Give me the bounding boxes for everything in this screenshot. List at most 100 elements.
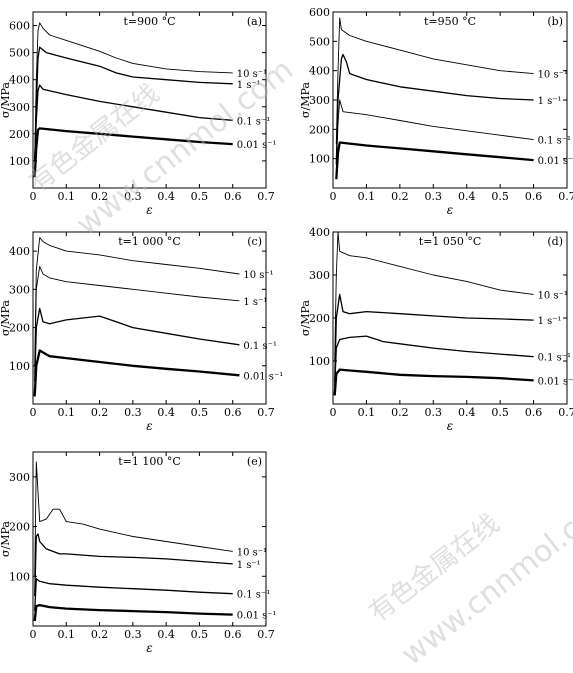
panel-4-y-tick-label: 400 [309, 226, 330, 239]
panel-1-frame [32, 11, 267, 189]
panel-2-y-tick-label: 600 [309, 6, 330, 19]
panel-4-panel-label: (d) [547, 235, 563, 248]
panel-4-series-label-4: 0.01 s⁻¹ [538, 376, 573, 387]
panel-5-y-axis-label: σ/MPa [0, 521, 12, 557]
panel-1-x-tick-label: 0.5 [191, 190, 209, 203]
panel-5-series-label-3: 0.1 s⁻¹ [237, 590, 271, 601]
panel-2-series-line-1 [335, 17, 534, 145]
panel-5-y-tick-label: 300 [9, 471, 30, 484]
panel-2-x-tick-label: 0.6 [525, 190, 543, 203]
panel-2-y-tick-label: 400 [309, 65, 330, 78]
panel-4-series-line-3 [334, 335, 534, 387]
panel-5-x-tick-label: 0.1 [58, 628, 76, 641]
panel-3-series-label-3: 0.1 s⁻¹ [243, 341, 277, 352]
panel-2-x-axis-label: ε [447, 203, 453, 217]
panel-4-x-tick-label: 0.6 [525, 406, 543, 419]
panel-4-x-tick-label: 0.5 [491, 406, 509, 419]
panel-3-series-line-4 [33, 349, 240, 397]
panel-2-x-tick-label: 0.4 [458, 190, 476, 203]
panel-5-series-line-2 [34, 533, 233, 597]
panel-5-series-line-1 [34, 461, 233, 577]
panel-5-series-label-4: 0.01 s⁻¹ [237, 611, 277, 622]
panel-1-y-tick-label: 500 [9, 47, 30, 60]
panel-2-y-tick-label: 200 [309, 123, 330, 136]
panel-3: 0 0.1 0.2 0.3 0.4 0.5 0.6 0.7 100 200 300 400 ε σ/MPa… [0, 231, 283, 433]
panel-2-series-label-3: 0.1 s⁻¹ [538, 136, 572, 147]
panel-1-series-label-3: 0.1 s⁻¹ [237, 116, 271, 127]
panel-2-series-label-4: 0.01 s⁻¹ [538, 156, 573, 167]
panel-1-y-tick-label: 100 [9, 155, 30, 168]
panel-5: 0 0.1 0.2 0.3 0.4 0.5 0.6 0.7 100 200 300 ε σ/MPa t=1… [0, 451, 277, 655]
panel-5-frame [32, 451, 267, 627]
panel-3-x-tick-label: 0.4 [157, 406, 175, 419]
panel-5-x-tick-label: 0.6 [224, 628, 242, 641]
panel-5-x-tick-label: 0.7 [257, 628, 275, 641]
panel-4-series-line-1 [334, 231, 534, 362]
panel-5-x-tick-label: 0.4 [157, 628, 175, 641]
panel-1-series-line-1 [34, 22, 233, 161]
panel-4: 0 0.1 0.2 0.3 0.4 0.5 0.6 0.7 100 200 300 400 ε σ/MPa… [299, 226, 573, 433]
panel-2-series-label-2: 1 s⁻¹ [538, 96, 562, 107]
panel-3-x-tick-label: 0.2 [91, 406, 109, 419]
panel-3-x-tick-label: 0.5 [191, 406, 209, 419]
panel-3-y-tick-label: 100 [9, 360, 30, 373]
panel-3-x-tick-label: 0.3 [124, 406, 142, 419]
panel-4-y-tick-label: 200 [309, 312, 330, 325]
panel-1-y-tick-label: 300 [9, 101, 30, 114]
panel-5-series-label-2: 1 s⁻¹ [237, 560, 261, 571]
panel-1: 0 0.1 0.2 0.3 0.4 0.5 0.6 0.7 100 200 300 400 500 600… [0, 11, 277, 217]
panel-2-series-line-3 [335, 99, 534, 171]
panel-2-series-label-1: 10 s⁻¹ [538, 70, 568, 81]
panel-4-x-tick-label: 0 [330, 406, 337, 419]
panel-2-y-tick-label: 100 [309, 153, 330, 166]
panel-5-x-tick-label: 0.5 [191, 628, 209, 641]
panel-2-y-axis-label: σ/MPa [299, 82, 312, 118]
panel-5-x-axis-label: ε [146, 641, 152, 655]
panel-5-x-tick-label: 0.2 [91, 628, 109, 641]
panel-2-x-tick-label: 0.3 [425, 190, 443, 203]
panel-5-panel-label: (e) [247, 455, 262, 468]
panel-4-x-axis-label: ε [447, 419, 453, 433]
panel-2-x-tick-label: 0.7 [558, 190, 573, 203]
panel-4-series-label-1: 10 s⁻¹ [538, 290, 568, 301]
panel-1-series-label-2: 1 s⁻¹ [237, 80, 261, 91]
panel-4-series-line-4 [333, 368, 534, 396]
panel-1-x-tick-label: 0.7 [257, 190, 275, 203]
panel-1-x-axis-label: ε [146, 203, 152, 217]
panel-1-x-tick-label: 0.1 [58, 190, 76, 203]
panel-2-x-tick-label: 0.1 [358, 190, 376, 203]
panel-3-series-label-2: 1 s⁻¹ [243, 297, 267, 308]
panel-3-series-line-1 [34, 237, 240, 366]
panel-3-series-line-2 [34, 265, 240, 374]
panel-3-series-line-3 [34, 307, 240, 382]
panel-1-series-label-1: 10 s⁻¹ [237, 69, 267, 80]
panel-2: 0 0.1 0.2 0.3 0.4 0.5 0.6 0.7 100 200 300 400 500 600… [299, 6, 573, 217]
panel-2-series-line-4 [335, 141, 534, 180]
panel-4-x-tick-label: 0.7 [558, 406, 573, 419]
panel-2-y-tick-label: 300 [309, 94, 330, 107]
panel-2-y-tick-label: 500 [309, 35, 330, 48]
panel-4-title: t=1 050 °C [419, 235, 482, 248]
panel-1-series-line-4 [33, 127, 233, 178]
panel-3-x-tick-label: 0.6 [224, 406, 242, 419]
panel-5-x-tick-label: 0 [30, 628, 37, 641]
panel-4-y-tick-label: 100 [309, 355, 330, 368]
panel-4-x-tick-label: 0.1 [358, 406, 376, 419]
panel-1-y-axis-label: σ/MPa [0, 82, 12, 118]
panel-1-x-tick-label: 0.6 [224, 190, 242, 203]
panel-2-title: t=950 °C [424, 15, 476, 28]
panel-1-panel-label: (a) [247, 15, 262, 28]
panel-3-y-tick-label: 300 [9, 283, 30, 296]
panel-5-y-tick-label: 200 [9, 521, 30, 534]
panel-1-y-tick-label: 200 [9, 128, 30, 141]
panel-3-x-axis-label: ε [146, 419, 152, 433]
panel-1-x-tick-label: 0.2 [91, 190, 109, 203]
panel-3-y-tick-label: 200 [9, 322, 30, 335]
panel-4-series-label-2: 1 s⁻¹ [538, 316, 562, 327]
panel-3-x-tick-label: 0 [30, 406, 37, 419]
panel-1-x-tick-label: 0.3 [124, 190, 142, 203]
panel-1-series-line-3 [34, 84, 233, 161]
panel-3-y-axis-label: σ/MPa [0, 300, 12, 336]
panel-5-y-tick-label: 100 [9, 570, 30, 583]
panel-4-x-tick-label: 0.3 [425, 406, 443, 419]
